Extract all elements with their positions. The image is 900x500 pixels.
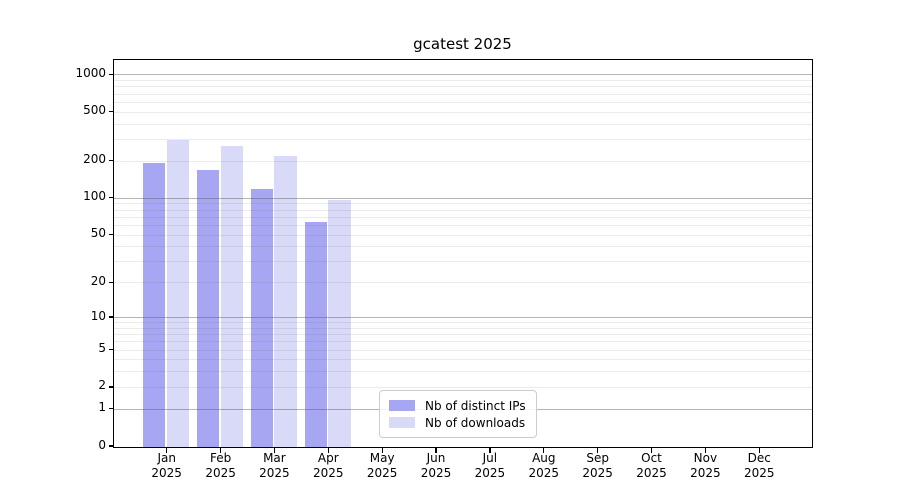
y-tick-label-2: 2 [98,378,106,393]
legend-row-downloads: Nb of downloads [389,414,526,431]
gridline-9 [113,322,812,324]
x-tick-mark-dec [758,447,760,453]
x-tick-mark-apr [327,447,329,453]
y-tick-label-200: 200 [83,152,106,167]
x-tick-label-jun: Jun 2025 [420,451,452,480]
y-tick-label-5: 5 [98,341,106,356]
gridline-30 [113,261,812,263]
y-tick-mark-50 [108,233,114,236]
gridline-3 [113,371,812,373]
legend-label-distinct-ips: Nb of distinct IPs [425,398,526,413]
x-tick-mark-sep [597,447,599,453]
y-tick-label-0: 0 [98,437,106,452]
y-tick-label-1000: 1000 [75,65,106,80]
gridline-60 [113,224,812,226]
legend-row-distinct-ips: Nb of distinct IPs [389,397,526,414]
bar-distinct-ips-jan [143,162,166,447]
gridline-700 [113,93,812,95]
bar-distinct-ips-mar [250,188,273,447]
x-tick-mark-nov [704,447,707,453]
legend: Nb of distinct IPs Nb of downloads [379,390,537,438]
y-tick-mark-1000 [108,73,114,75]
bar-downloads-mar [274,156,297,447]
gridline-7 [113,334,812,336]
gridline-6 [113,341,812,343]
gridline-90 [113,203,812,205]
y-tick-mark-5 [108,348,114,351]
bar-downloads-apr [328,199,351,447]
gridline-800 [113,86,812,88]
legend-swatch-downloads [389,417,415,428]
gridline-2 [113,386,812,388]
x-tick-label-jul: Jul 2025 [474,451,506,480]
x-tick-label-feb: Feb 2025 [205,451,236,480]
y-tick-label-1: 1 [98,400,106,415]
x-tick-label-oct: Oct 2025 [636,451,667,480]
bar-distinct-ips-feb [197,169,220,447]
x-tick-mark-oct [650,447,653,453]
x-tick-mark-jul [489,447,491,453]
legend-label-downloads: Nb of downloads [425,415,526,430]
x-tick-label-may: May 2025 [366,451,398,480]
x-tick-mark-aug [543,447,545,453]
y-tick-label-50: 50 [90,226,106,240]
gridline-5 [113,349,812,351]
gridline-8 [113,327,812,329]
x-tick-mark-jun [435,447,437,453]
gridline-40 [113,246,812,248]
x-tick-label-mar: Mar 2025 [259,451,290,480]
gridline-900 [113,80,812,81]
y-tick-mark-500 [108,110,114,113]
x-tick-label-jan: Jan 2025 [151,451,182,480]
bar-distinct-ips-apr [304,221,327,447]
gridline-70 [113,216,812,218]
x-tick-label-aug: Aug 2025 [528,451,560,480]
y-tick-mark-10 [108,316,114,318]
y-tick-mark-1 [108,408,114,410]
x-tick-mark-jan [166,447,168,453]
y-tick-mark-100 [108,197,114,199]
y-tick-mark-2 [108,386,114,388]
gridline-10 [113,317,812,318]
gridline-300 [113,139,812,140]
legend-swatch-distinct-ips [389,400,415,411]
bar-downloads-feb [220,146,244,447]
bar-downloads-jan [166,139,190,447]
gridline-600 [113,101,812,103]
gridline-1000 [113,74,812,76]
x-tick-label-nov: Nov 2025 [690,451,721,480]
x-tick-label-dec: Dec 2025 [744,451,775,480]
y-tick-mark-0 [108,445,114,447]
x-tick-mark-may [381,447,383,453]
x-tick-mark-feb [219,447,222,453]
x-tick-mark-mar [273,447,276,453]
gridline-200 [113,160,812,162]
y-tick-label-10: 10 [90,308,106,323]
chart-title: gcatest 2025 [413,35,512,53]
gridline-500 [113,111,812,113]
x-tick-label-apr: Apr 2025 [313,451,344,480]
gridline-50 [113,234,812,236]
y-tick-label-100: 100 [83,189,106,204]
gridline-400 [113,123,812,125]
y-tick-label-20: 20 [90,273,106,288]
gridline-80 [113,209,812,211]
gridline-4 [113,359,812,361]
gridline-20 [113,282,812,284]
x-tick-label-sep: Sep 2025 [582,451,613,480]
y-tick-mark-200 [108,160,114,162]
y-tick-mark-20 [108,281,114,283]
y-tick-label-500: 500 [83,103,106,117]
gridline-100 [113,197,812,199]
